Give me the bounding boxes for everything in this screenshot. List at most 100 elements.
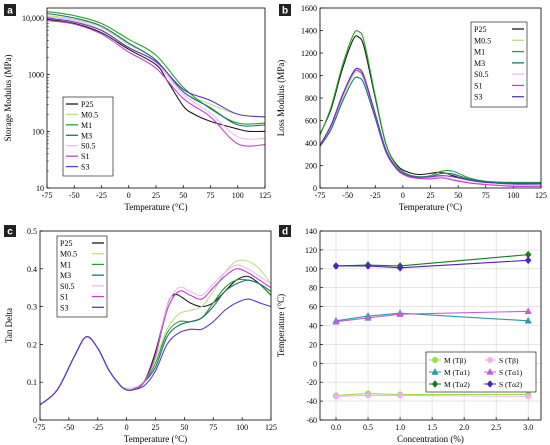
x-tick-label: -75 xyxy=(315,191,326,200)
legend-box xyxy=(425,351,537,393)
legend-label: M1 xyxy=(81,121,92,130)
data-point xyxy=(364,313,372,321)
series-group xyxy=(40,259,271,406)
legend-label: S0.5 xyxy=(60,282,74,291)
legend-label: P25 xyxy=(474,25,486,34)
legend-label: M1 xyxy=(474,48,485,57)
x-tick-label: 50 xyxy=(180,423,188,432)
y-tick-label: 0 xyxy=(33,416,37,425)
x-tick-label: -25 xyxy=(92,423,103,432)
y-tick-label: 10 xyxy=(36,184,44,193)
data-point xyxy=(332,262,340,270)
y-tick-label: 800 xyxy=(305,94,317,103)
y-tick-label: 80 xyxy=(309,284,317,293)
legend-label: S0.5 xyxy=(81,142,95,151)
legend-box xyxy=(62,96,114,177)
legend-label: M3 xyxy=(474,59,485,68)
legend-marker xyxy=(431,367,439,375)
legend-marker xyxy=(486,356,494,364)
x-tick-label: -50 xyxy=(64,423,75,432)
y-axis-label: Tan Delta xyxy=(4,308,14,343)
x-tick-label: 50 xyxy=(454,191,462,200)
legend-label: M0.5 xyxy=(60,250,77,259)
legend-label: S0.5 xyxy=(474,70,488,79)
panel-label: b xyxy=(282,6,288,17)
legend-label: M3 xyxy=(60,271,71,280)
series-group xyxy=(320,30,541,187)
y-tick-label: 400 xyxy=(305,139,317,148)
panel-label-box xyxy=(279,4,291,16)
legend-label: M1 xyxy=(60,260,71,269)
y-tick-label: 1400 xyxy=(301,27,317,36)
series-group xyxy=(335,254,529,397)
x-tick-label: 50 xyxy=(179,191,187,200)
x-tick-label: 75 xyxy=(207,191,215,200)
x-tick-label: 25 xyxy=(152,191,160,200)
legend-marker xyxy=(431,380,439,388)
legend-label: M (Tα2) xyxy=(444,380,470,389)
data-point xyxy=(524,316,532,324)
series-group xyxy=(47,10,265,147)
data-point xyxy=(364,392,372,399)
panel-d: d 0.0 0.5 1.0 1.5 2.0 2.5 3.0 -60 -40 -20 0 20 40 60 80… xyxy=(276,225,542,444)
x-tick-label: 100 xyxy=(507,191,519,200)
x-tick-label: 0.0 xyxy=(331,423,341,432)
data-point xyxy=(397,392,404,399)
y-tick-label: 0 xyxy=(313,359,317,368)
data-point xyxy=(524,307,532,315)
panel-label-box xyxy=(4,4,16,16)
y-axis-label: Storage Modulus (MPa) xyxy=(3,55,13,142)
x-tick-label: 100 xyxy=(236,423,248,432)
legend-label: P25 xyxy=(81,100,93,109)
series-line xyxy=(47,20,265,147)
x-tick-label: 2.0 xyxy=(459,423,469,432)
y-tick-label: 60 xyxy=(309,303,317,312)
y-tick-label: 20 xyxy=(309,340,317,349)
legend-label: P25 xyxy=(60,239,72,248)
legend-label: M3 xyxy=(81,131,92,140)
x-tick-label: -50 xyxy=(342,191,353,200)
y-tick-label: 600 xyxy=(305,117,317,126)
y-tick-label: -40 xyxy=(306,397,317,406)
legend-marker xyxy=(431,356,439,364)
legend-label: M (Tβ) xyxy=(444,356,466,365)
y-tick-label: 100 xyxy=(305,265,317,274)
data-point xyxy=(396,310,404,317)
y-tick-label: 10,000 xyxy=(22,14,44,23)
series-line xyxy=(336,259,529,269)
legend-label: M0.5 xyxy=(81,110,98,119)
y-axis-label: Temperature (°C) xyxy=(276,294,286,357)
plot-frame xyxy=(39,230,272,421)
legend-label: S (Tα2) xyxy=(499,380,523,389)
x-tick-label: -75 xyxy=(35,423,46,432)
y-tick-label: 120 xyxy=(305,246,317,255)
y-tick-label: -20 xyxy=(306,378,317,387)
legend-label: S3 xyxy=(60,303,68,312)
series-line xyxy=(335,310,529,323)
y-tick-label: 1600 xyxy=(301,4,317,13)
panel-label-box xyxy=(279,225,291,237)
panel-label-box xyxy=(4,225,16,237)
series-line xyxy=(335,394,529,397)
y-tick-label: 40 xyxy=(309,322,317,331)
legend-label: S (Tα1) xyxy=(499,368,523,377)
x-tick-label: 25 xyxy=(152,423,160,432)
panel-label: d xyxy=(282,227,288,238)
plot-frame xyxy=(319,7,542,189)
x-tick-label: -25 xyxy=(96,191,107,200)
data-point xyxy=(332,317,340,325)
x-tick-label: 25 xyxy=(427,191,435,200)
y-tick-label: -60 xyxy=(306,416,317,425)
y-tick-label: 0.2 xyxy=(27,340,37,349)
panel-c: c -75 -50 -25 0 25 50 75 100 125 0 0.1 0.2 0.3 0.4 0.5 T… xyxy=(4,225,277,444)
x-axis-label: Temperature (°C) xyxy=(124,202,187,212)
series-line xyxy=(335,392,529,396)
series-line xyxy=(320,30,541,184)
data-point xyxy=(525,393,532,400)
x-tick-label: 125 xyxy=(535,191,547,200)
x-tick-label: 0 xyxy=(127,191,131,200)
y-axis-label: Loss Modulus (MPa) xyxy=(276,60,286,137)
legend-label: S1 xyxy=(474,81,482,90)
x-tick-label: 125 xyxy=(265,423,277,432)
